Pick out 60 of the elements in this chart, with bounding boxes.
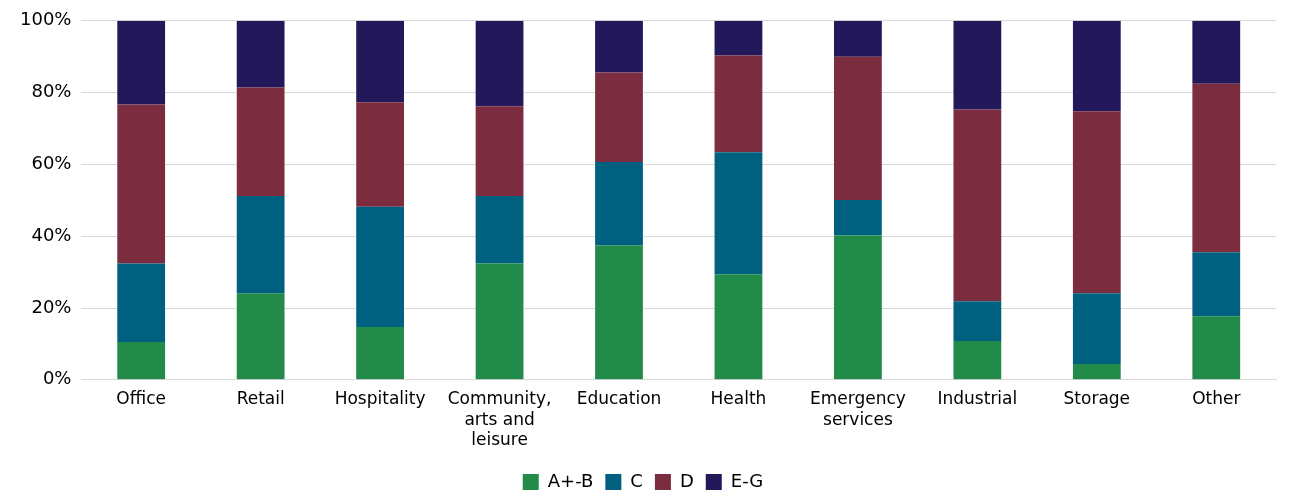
bar [236,293,285,380]
bar [356,20,404,103]
bar [834,235,882,380]
bar [117,20,166,105]
bar [834,20,882,57]
bar [356,206,404,328]
y-tick-label: 100% [19,8,72,30]
bar [953,341,1002,380]
x-tick-label: Storage [1063,388,1131,409]
y-tick-label: 60% [31,152,72,174]
bar [475,263,524,380]
bar [1072,20,1121,112]
bar [236,195,285,294]
x-tick-label: Other [1192,388,1241,409]
legend-label: D [679,469,694,491]
bar [356,327,404,380]
bar [236,20,285,88]
x-tick-label: Community, arts and leisure [447,388,552,450]
bar [834,199,882,236]
bar [475,106,524,196]
y-tick-label: 80% [31,80,72,102]
bar [1192,20,1241,84]
x-tick-label: Health [710,388,767,409]
bar [475,20,524,107]
bar [595,20,643,73]
bar [953,301,1002,342]
bar [714,152,763,275]
bar [475,195,524,264]
bar [595,161,643,246]
y-tick-label: 0% [42,367,72,389]
legend-label: E-G [730,469,764,491]
bar [117,104,166,264]
x-tick-label: Industrial [937,388,1018,409]
x-tick-label: Office [116,388,166,409]
x-tick-label: Hospitality [334,388,426,409]
bar [117,263,166,343]
bar [1072,293,1121,364]
bar [953,109,1002,302]
bar [595,72,643,162]
bar [953,20,1002,110]
bar [236,87,285,196]
x-tick-label: Education [576,388,662,409]
bar [714,274,763,380]
bar [1192,83,1241,253]
bar [1072,111,1121,294]
x-tick-label: Emergency services [809,388,906,429]
x-tick-label: Retail [236,388,285,409]
bar [834,56,882,200]
bar [714,20,763,56]
bar [595,245,643,380]
y-tick-label: 40% [31,223,72,245]
bar [1072,364,1121,380]
y-tick-label: 20% [31,295,72,317]
legend-label: C [630,469,643,491]
bar [714,55,763,153]
bar [1192,316,1241,380]
bar [1192,252,1241,317]
bar [356,102,404,207]
legend-label: A+-B [547,469,594,491]
bar [117,342,166,380]
